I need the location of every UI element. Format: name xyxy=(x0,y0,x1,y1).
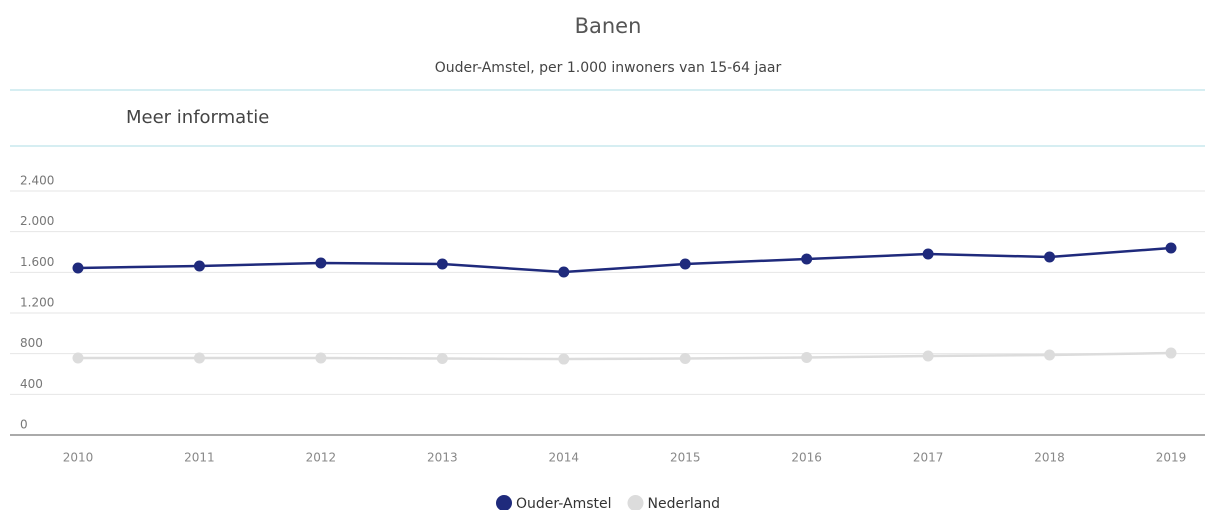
data-point xyxy=(679,353,691,365)
legend-marker xyxy=(627,495,644,510)
y-tick-label: 1.600 xyxy=(20,255,54,269)
data-point xyxy=(801,253,813,265)
data-point xyxy=(436,353,448,365)
data-point xyxy=(922,248,934,260)
x-tick-label: 2014 xyxy=(549,451,580,465)
data-point xyxy=(1044,349,1056,361)
series-line xyxy=(78,351,1172,361)
x-tick-label: 2015 xyxy=(670,451,701,465)
data-point xyxy=(679,258,691,270)
y-tick-label: 800 xyxy=(20,336,43,350)
data-point xyxy=(193,352,205,364)
x-tick-label: 2011 xyxy=(184,451,215,465)
series-line xyxy=(77,246,1172,274)
data-point xyxy=(922,350,934,362)
legend-marker xyxy=(496,495,512,510)
data-point xyxy=(436,258,448,270)
data-point xyxy=(1044,251,1056,263)
data-point xyxy=(193,260,205,272)
data-point xyxy=(558,266,570,278)
data-point xyxy=(558,353,570,365)
x-tick-label: 2010 xyxy=(63,451,94,465)
data-point xyxy=(72,352,84,364)
data-point xyxy=(315,352,327,364)
y-tick-label: 0 xyxy=(20,418,28,432)
x-tick-label: 2019 xyxy=(1156,451,1187,465)
data-point xyxy=(1165,242,1177,254)
y-tick-label: 400 xyxy=(20,377,43,391)
y-tick-label: 2.400 xyxy=(20,174,54,188)
chart-subtitle: Ouder-Amstel, per 1.000 inwoners van 15-… xyxy=(435,60,782,76)
chart-title: Banen xyxy=(575,14,642,38)
data-point xyxy=(801,352,813,364)
y-tick-label: 2.000 xyxy=(20,214,54,228)
x-tick-label: 2017 xyxy=(913,451,944,465)
y-tick-label: 1.200 xyxy=(20,296,54,310)
x-tick-label: 2012 xyxy=(306,451,337,465)
legend-label: Ouder-Amstel xyxy=(516,496,612,510)
legend-label: Nederland xyxy=(648,496,721,510)
info-link[interactable]: Meer informatie xyxy=(126,107,269,128)
x-tick-label: 2018 xyxy=(1034,451,1065,465)
x-tick-label: 2013 xyxy=(427,451,458,465)
data-point xyxy=(315,257,327,269)
x-tick-label: 2016 xyxy=(791,451,822,465)
data-point xyxy=(72,262,84,274)
data-point xyxy=(1165,347,1177,359)
